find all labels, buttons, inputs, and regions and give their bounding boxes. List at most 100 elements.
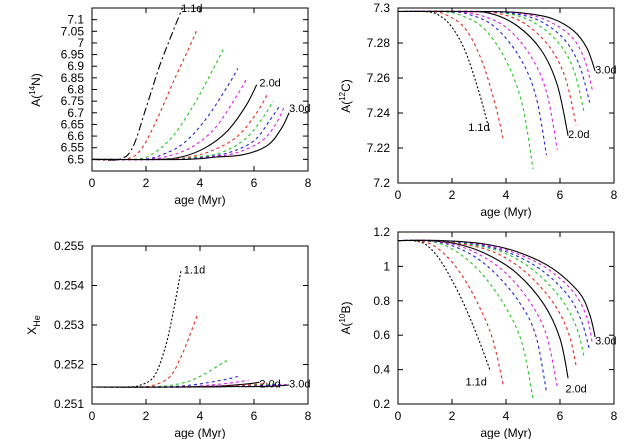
- curve-annotation: 2.0d: [565, 384, 586, 396]
- series-line-2: [398, 239, 504, 386]
- series-line-11: [92, 384, 290, 388]
- curve-annotation: 3.0d: [595, 335, 616, 347]
- series-line-5: [92, 379, 249, 388]
- plot-frame: [397, 7, 615, 184]
- series-line-3: [398, 239, 534, 399]
- y-tick-label: 0.253: [54, 318, 84, 332]
- curve-annotation: 1.1d: [468, 122, 489, 134]
- y-tick-label: 6.95: [61, 48, 85, 62]
- chart-panel-c12: 0 2 4 6 8 7.2 7.22 7.24 7.26 7.28 7.3 age (Myr) A(12…: [338, 1, 618, 219]
- series-group: [398, 10, 596, 170]
- series-line-10: [398, 10, 593, 91]
- y-axis-label-part: X: [25, 327, 39, 335]
- y-tick-label: 0.8: [373, 294, 390, 308]
- chart-panel-n14: 0 2 4 6 8 6.56.556.66.656.76.756.86.856.96.95…: [28, 3, 312, 207]
- x-axis-label: age (Myr): [480, 205, 531, 219]
- series-line-4: [92, 375, 238, 388]
- y-axis-label-sup: 12: [338, 91, 347, 100]
- x-tick-label: 2: [143, 409, 150, 423]
- series-line-6: [398, 239, 569, 379]
- y-tick-label: 6.7: [67, 106, 84, 120]
- y-tick-label: 1: [383, 259, 390, 273]
- series-line-7: [92, 382, 268, 388]
- y-axis-label-part: A(: [339, 322, 353, 334]
- series-line-9: [92, 105, 281, 161]
- x-tick-label: 4: [503, 409, 510, 423]
- chart-panel-he: 0 2 4 6 8 0.251 0.252 0.253 0.254 0.255 age (Myr) X…: [25, 239, 312, 439]
- series-line-1: [398, 10, 491, 133]
- y-tick-label: 0.252: [54, 358, 84, 372]
- series-group: [398, 239, 596, 399]
- y-axis-label-part: C): [339, 79, 353, 92]
- series-line-11: [398, 10, 596, 72]
- series-group: [92, 269, 290, 388]
- y-tick-label: 6.55: [61, 141, 85, 155]
- y-tick-label: 1.2: [373, 225, 390, 239]
- x-tick-label: 4: [503, 188, 510, 202]
- series-line-7: [92, 93, 268, 161]
- y-tick-label: 0.2: [373, 397, 390, 411]
- y-axis-label: A(14N): [28, 73, 43, 107]
- x-tick-label: 8: [305, 176, 312, 190]
- x-tick-label: 0: [395, 409, 402, 423]
- curve-annotation: 2.0d: [568, 129, 589, 141]
- curve-annotation: 2.0d: [259, 378, 280, 390]
- series-line-3: [398, 10, 534, 170]
- series-line-11: [92, 112, 290, 161]
- y-axis-label-sup: 10: [338, 313, 347, 322]
- x-tick-label: 0: [395, 188, 402, 202]
- y-axis-label-sup: 14: [28, 85, 37, 94]
- x-tick-label: 4: [197, 409, 204, 423]
- x-axis-label: age (Myr): [174, 193, 225, 207]
- x-axis-label: age (Myr): [480, 426, 531, 439]
- curve-annotation: 3.0d: [595, 64, 616, 76]
- x-tick-label: 0: [89, 409, 96, 423]
- y-tick-label: 6.5: [67, 152, 84, 166]
- x-tick-label: 6: [557, 188, 564, 202]
- y-axis-label-part: A(: [339, 101, 353, 113]
- series-line-4: [92, 68, 239, 161]
- series-line-11: [398, 239, 596, 338]
- y-tick-label: 7.22: [367, 141, 391, 155]
- x-tick-label: 4: [197, 176, 204, 190]
- x-tick-label: 6: [251, 176, 258, 190]
- y-axis-label-part: N): [29, 73, 43, 86]
- series-line-5: [398, 239, 558, 387]
- series-line-4: [398, 239, 548, 393]
- series-line-8: [92, 100, 274, 161]
- y-tick-label: 6.8: [67, 83, 84, 97]
- x-tick-label: 0: [89, 176, 96, 190]
- y-tick-label: 6.6: [67, 129, 84, 143]
- y-tick-label: 7.28: [367, 36, 391, 50]
- y-tick-label: 0.6: [373, 328, 390, 342]
- series-line-2: [398, 10, 504, 140]
- series-line-7: [398, 10, 577, 126]
- y-tick-label: 7.2: [373, 176, 390, 190]
- series-line-10: [398, 239, 593, 344]
- series-line-1: [92, 7, 183, 161]
- series-line-6: [398, 10, 569, 136]
- y-tick-label: 6.85: [61, 71, 85, 85]
- y-tick-label: 6.75: [61, 94, 85, 108]
- y-tick-label: 7: [77, 36, 84, 50]
- series-group: [92, 7, 290, 161]
- series-line-8: [398, 10, 585, 114]
- series-line-2: [92, 314, 198, 388]
- y-tick-label: 7.26: [367, 71, 391, 85]
- y-axis-label-sub: He: [32, 315, 42, 327]
- series-line-2: [92, 28, 198, 161]
- y-tick-label: 7.3: [373, 1, 390, 15]
- y-axis-label: XHe: [25, 315, 42, 335]
- series-line-3: [92, 47, 225, 161]
- series-line-10: [92, 107, 285, 161]
- y-tick-label: 6.9: [67, 59, 84, 73]
- chart-panel-b10: 0 2 4 6 8 0.2 0.4 0.6 0.8 1 1.2 age (Myr) A(10B) 1.1d…: [338, 225, 618, 439]
- series-line-6: [92, 84, 258, 161]
- y-tick-label: 0.251: [54, 397, 84, 411]
- y-axis-label: A(12C): [338, 79, 353, 113]
- x-tick-label: 2: [449, 409, 456, 423]
- curve-annotation: 3.0d: [289, 378, 310, 390]
- x-tick-label: 8: [305, 409, 312, 423]
- curve-annotation: 3.0d: [289, 103, 310, 115]
- x-tick-label: 2: [143, 176, 150, 190]
